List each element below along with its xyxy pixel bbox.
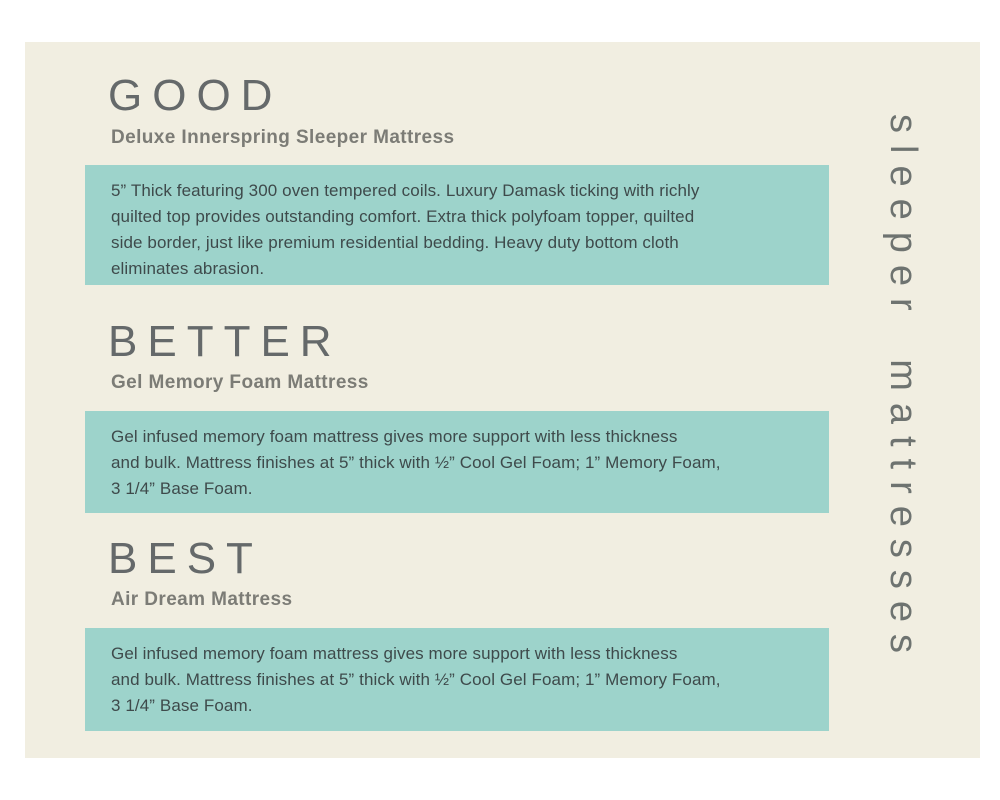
tier-title-better: BETTER: [108, 317, 342, 366]
tier-title-good: GOOD: [108, 71, 283, 120]
description-box-good: 5” Thick featuring 300 oven tempered coi…: [85, 165, 829, 285]
description-box-better: Gel infused memory foam mattress gives m…: [85, 411, 829, 513]
description-box-best: Gel infused memory foam mattress gives m…: [85, 628, 829, 731]
side-label-sleeper-mattresses: sleeper mattresses: [882, 114, 924, 666]
product-name-good: Deluxe Innerspring Sleeper Mattress: [111, 127, 455, 148]
flyer-card: GOOD Deluxe Innerspring Sleeper Mattress…: [25, 42, 980, 758]
tier-title-best: BEST: [108, 534, 263, 583]
product-name-better: Gel Memory Foam Mattress: [111, 372, 369, 393]
description-text-best: Gel infused memory foam mattress gives m…: [111, 644, 721, 715]
description-text-better: Gel infused memory foam mattress gives m…: [111, 427, 721, 498]
description-text-good: 5” Thick featuring 300 oven tempered coi…: [111, 181, 700, 278]
product-name-best: Air Dream Mattress: [111, 589, 293, 610]
